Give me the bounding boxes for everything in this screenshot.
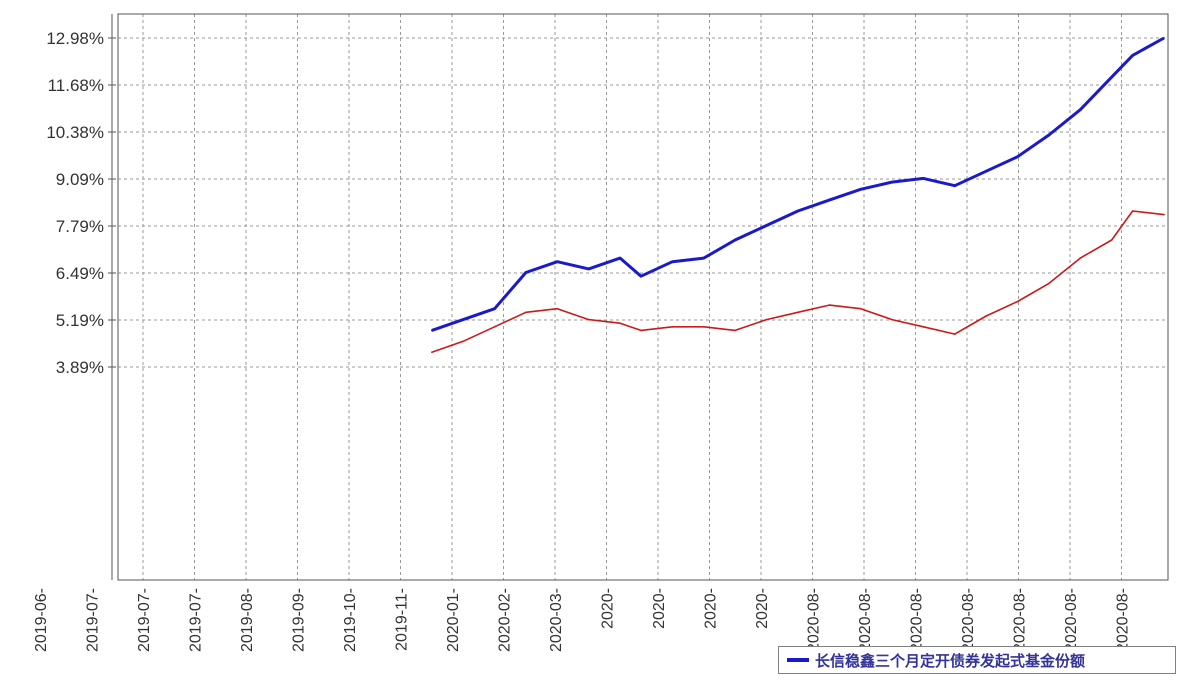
data-point xyxy=(1131,210,1134,212)
y-tick-label: 6.49% xyxy=(56,264,104,283)
data-point xyxy=(671,260,674,263)
series-line-2 xyxy=(431,210,1165,353)
grid-layer xyxy=(118,14,1168,580)
series-line-1 xyxy=(431,36,1165,332)
data-point xyxy=(859,188,862,191)
data-point xyxy=(1131,54,1134,57)
data-point xyxy=(431,329,433,332)
x-tick-label: 2020-08- xyxy=(960,588,977,652)
x-tick-label: 2020-08- xyxy=(857,588,874,652)
data-point xyxy=(556,260,559,263)
data-point xyxy=(1110,239,1113,241)
data-point xyxy=(954,333,956,335)
data-point xyxy=(702,257,705,259)
y-tick-label: 9.09% xyxy=(56,170,104,189)
y-tick-label: 5.19% xyxy=(56,311,104,330)
data-point xyxy=(702,326,705,328)
series-layer xyxy=(431,36,1165,353)
x-tick-label: 2020-08- xyxy=(1115,588,1132,652)
data-point xyxy=(734,239,736,241)
legend-label: 长信稳鑫三个月定开债券发起式基金份额 xyxy=(815,651,1086,670)
data-point xyxy=(587,268,590,270)
data-point xyxy=(462,340,464,343)
data-point xyxy=(734,329,736,332)
x-tick-label: 2019-07- xyxy=(136,588,153,652)
x-tick-label: 2020- xyxy=(703,588,720,629)
y-tick-label: 7.79% xyxy=(56,217,104,236)
data-point xyxy=(462,318,464,321)
data-point xyxy=(1048,134,1050,136)
data-point xyxy=(493,326,496,328)
data-point xyxy=(828,304,831,306)
data-point xyxy=(431,351,433,353)
data-point xyxy=(828,199,831,201)
plot-frame xyxy=(117,13,1169,581)
x-axis-labels: 2019-06- 2019-07- 2019-07- 2019-07- 2019-08-… xyxy=(33,588,1132,652)
legend: 长信稳鑫三个月定开债券发起式基金份额 xyxy=(778,646,1176,674)
x-tick-label: 2020-03- xyxy=(548,588,565,652)
x-tick-label: 2019-09- xyxy=(291,588,308,652)
data-point xyxy=(1079,108,1082,111)
data-point xyxy=(640,275,642,277)
y-axis-labels: 3.89% 5.19% 6.49% 7.79% 9.09% 10.38% 11.68% 12.… xyxy=(46,29,104,377)
x-tick-label: 2020-08- xyxy=(1012,588,1029,652)
data-point xyxy=(671,326,674,328)
data-point xyxy=(587,318,590,321)
x-tick-label: 2020-02- xyxy=(497,588,514,652)
x-tick-label: 2019-10- xyxy=(342,588,359,652)
x-tick-label: 2020-08- xyxy=(1063,588,1080,652)
data-point xyxy=(525,311,527,314)
x-tick-label: 2020-08- xyxy=(806,588,823,652)
data-point xyxy=(640,329,642,332)
data-point xyxy=(619,322,621,325)
data-point xyxy=(797,311,799,314)
x-tick-label: 2019-11- xyxy=(394,588,411,651)
x-tick-label: 2019-07- xyxy=(188,588,205,652)
y-tick-label: 12.98% xyxy=(46,29,104,48)
axis-layer xyxy=(108,13,1169,581)
data-point xyxy=(765,318,768,321)
x-tick-label: 2020- xyxy=(754,588,771,629)
y-tick-label: 11.68% xyxy=(48,76,104,95)
data-point xyxy=(922,326,925,328)
x-tick-label: 2020-08- xyxy=(909,588,926,652)
x-tick-label: 2020-01- xyxy=(445,588,462,652)
data-point xyxy=(619,257,621,259)
data-point xyxy=(954,184,956,187)
y-tick-label: 3.89% xyxy=(56,358,104,377)
data-point xyxy=(922,177,925,180)
legend-swatch xyxy=(787,658,809,662)
data-point xyxy=(891,181,893,183)
data-point xyxy=(1016,155,1019,158)
x-tick-label: 2019-06- xyxy=(33,588,50,652)
x-tick-label: 2020- xyxy=(600,588,617,629)
data-point xyxy=(797,210,799,212)
data-point xyxy=(525,271,527,274)
data-point xyxy=(1048,282,1050,285)
y-tick-label: 10.38% xyxy=(46,123,104,142)
data-point xyxy=(556,307,559,310)
data-point xyxy=(1163,213,1165,216)
data-point xyxy=(765,224,768,227)
x-tick-label: 2019-08- xyxy=(239,588,256,652)
data-point xyxy=(891,318,893,321)
data-point xyxy=(859,307,862,310)
data-point xyxy=(1079,257,1082,259)
data-point xyxy=(493,307,496,310)
data-point xyxy=(985,170,987,172)
data-point xyxy=(1110,76,1113,78)
data-point xyxy=(1016,300,1019,303)
x-tick-label: 2020- xyxy=(651,588,668,629)
data-point xyxy=(1163,37,1165,39)
x-tick-label: 2019-07- xyxy=(85,588,102,652)
data-point xyxy=(985,315,987,317)
